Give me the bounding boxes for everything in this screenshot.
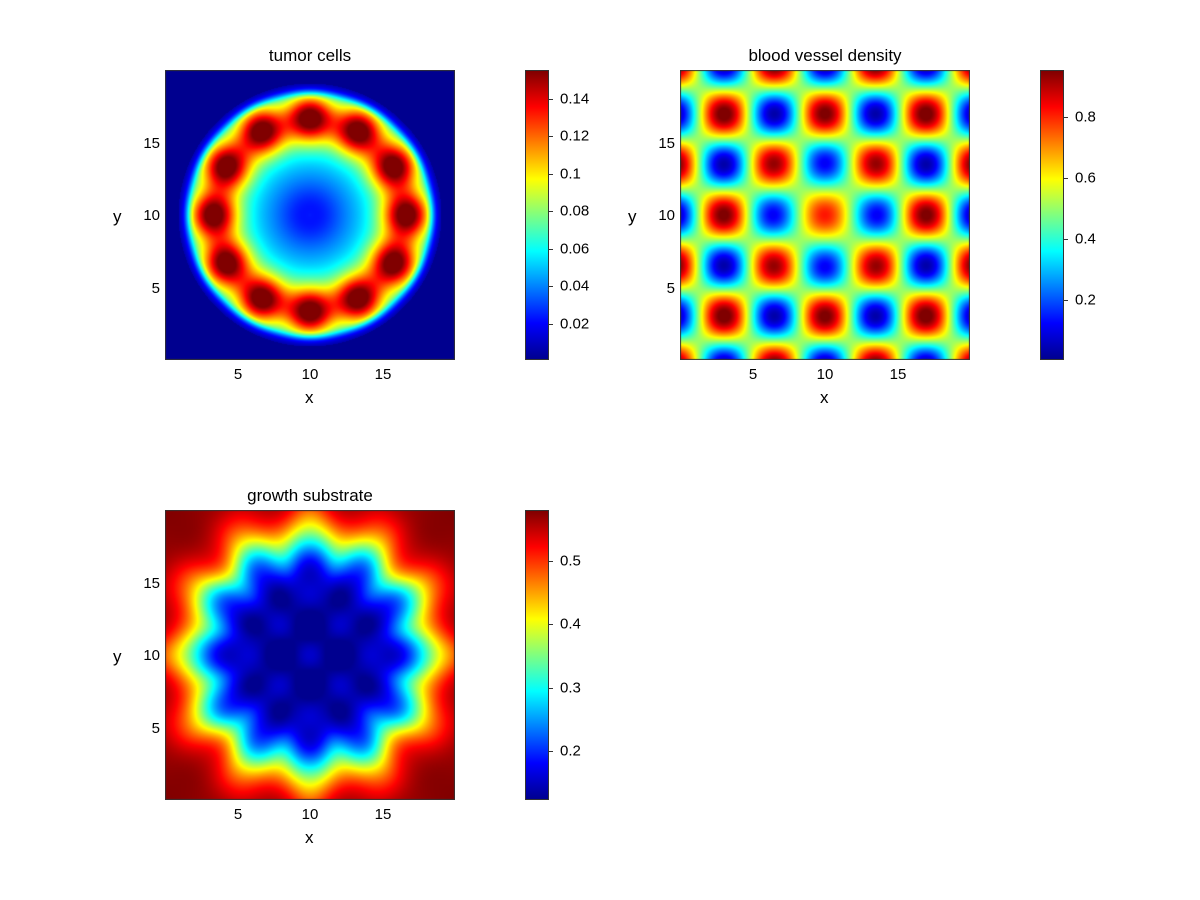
- xtick: 5: [738, 366, 768, 383]
- xtick: 15: [368, 366, 398, 383]
- colorbar-tick-mark: [548, 99, 553, 100]
- colorbar-tick-label: 0.8: [1075, 108, 1096, 125]
- title-growth-substrate: growth substrate: [165, 486, 455, 506]
- ytick: 5: [130, 720, 160, 737]
- xlabel: x: [305, 828, 314, 848]
- colorbar-tick-label: 0.02: [560, 315, 589, 332]
- panel-blood-vessel-density: blood vessel density 5 10 15 x 5 10 15 y…: [680, 70, 970, 360]
- ytick: 5: [645, 280, 675, 297]
- panel-tumor-cells: tumor cells 5 10 15 x 5 10 15 y 0.020.04…: [165, 70, 455, 360]
- title-blood-vessel-density: blood vessel density: [680, 46, 970, 66]
- colorbar-tick-label: 0.6: [1075, 169, 1096, 186]
- colorbar-tick-mark: [548, 688, 553, 689]
- ylabel: y: [113, 647, 122, 667]
- colorbar-blood-vessel-density: 0.20.40.60.8: [1040, 70, 1064, 360]
- colorbar-tick-label: 0.1: [560, 165, 581, 182]
- ytick: 10: [130, 207, 160, 224]
- colorbar-tick-label: 0.5: [560, 553, 581, 570]
- xtick: 15: [883, 366, 913, 383]
- heatmap-canvas-substrate: [165, 510, 455, 800]
- xtick: 10: [810, 366, 840, 383]
- ytick: 10: [130, 647, 160, 664]
- title-tumor-cells: tumor cells: [165, 46, 455, 66]
- heatmap-growth-substrate: [165, 510, 455, 800]
- colorbar-tick-mark: [548, 136, 553, 137]
- colorbar-tick-mark: [548, 624, 553, 625]
- colorbar-tick-label: 0.4: [560, 616, 581, 633]
- colorbar-tick-mark: [548, 249, 553, 250]
- heatmap-tumor-cells: [165, 70, 455, 360]
- heatmap-blood-vessel-density: [680, 70, 970, 360]
- colorbar-tumor-cells: 0.020.040.060.080.10.120.14: [525, 70, 549, 360]
- ytick: 10: [645, 207, 675, 224]
- colorbar-tick-mark: [1063, 239, 1068, 240]
- colorbar-tick-mark: [1063, 300, 1068, 301]
- ylabel: y: [628, 207, 637, 227]
- xtick: 10: [295, 806, 325, 823]
- colorbar-tick-label: 0.06: [560, 240, 589, 257]
- xlabel: x: [820, 388, 829, 408]
- colorbar-tick-label: 0.2: [1075, 291, 1096, 308]
- panel-growth-substrate: growth substrate 5 10 15 x 5 10 15 y 0.2…: [165, 510, 455, 800]
- colorbar-tick-label: 0.3: [560, 679, 581, 696]
- xlabel: x: [305, 388, 314, 408]
- ytick: 5: [130, 280, 160, 297]
- colorbar-tick-mark: [548, 211, 553, 212]
- colorbar-tick-mark: [548, 324, 553, 325]
- heatmap-canvas-vessels: [680, 70, 970, 360]
- colorbar-tick-label: 0.2: [560, 742, 581, 759]
- ylabel: y: [113, 207, 122, 227]
- xtick: 5: [223, 366, 253, 383]
- colorbar-tick-mark: [1063, 178, 1068, 179]
- ytick: 15: [645, 135, 675, 152]
- colorbar-tick-mark: [548, 174, 553, 175]
- colorbar-tick-mark: [548, 561, 553, 562]
- xtick: 15: [368, 806, 398, 823]
- colorbar-tick-label: 0.14: [560, 91, 589, 108]
- colorbar-tick-mark: [548, 751, 553, 752]
- heatmap-canvas-tumor: [165, 70, 455, 360]
- colorbar-tick-label: 0.4: [1075, 230, 1096, 247]
- colorbar-tick-label: 0.08: [560, 203, 589, 220]
- colorbar-tick-label: 0.12: [560, 128, 589, 145]
- colorbar-growth-substrate: 0.20.30.40.5: [525, 510, 549, 800]
- ytick: 15: [130, 135, 160, 152]
- colorbar-tick-label: 0.04: [560, 278, 589, 295]
- ytick: 15: [130, 575, 160, 592]
- xtick: 5: [223, 806, 253, 823]
- colorbar-tick-mark: [1063, 117, 1068, 118]
- colorbar-tick-mark: [548, 286, 553, 287]
- xtick: 10: [295, 366, 325, 383]
